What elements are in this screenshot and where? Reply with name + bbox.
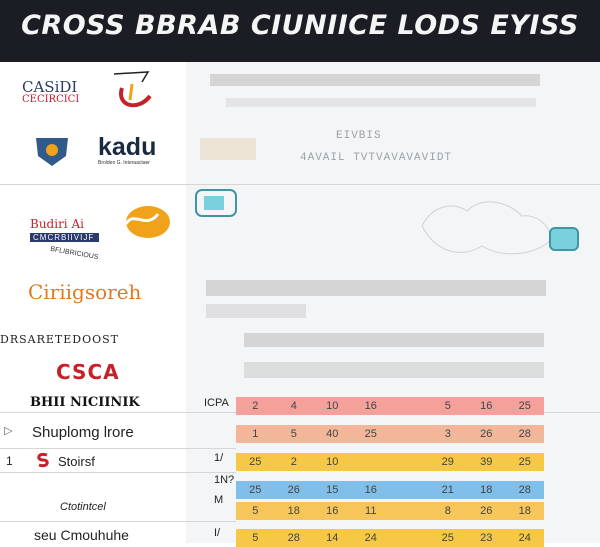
placeholder-bar	[206, 280, 546, 296]
red-s-logo-icon	[37, 452, 49, 468]
logo-drsareted: DRSARETEDOOST	[0, 333, 119, 346]
placeholder-bar	[244, 362, 544, 378]
table-row[interactable]: 1 5 40 25 3 26 28	[236, 425, 544, 443]
table-cell: 28	[287, 532, 300, 544]
divider	[0, 472, 236, 473]
table-cell: 25	[518, 400, 531, 412]
side-label: M	[214, 494, 224, 506]
logo-subtext: CMCRBIIVIJF	[30, 233, 99, 242]
table-cell: 1	[252, 428, 259, 440]
table-row[interactable]: 2 4 10 16 5 16 25	[236, 397, 544, 415]
table-cell: 23	[480, 532, 493, 544]
table-cell: 5	[290, 428, 297, 440]
table-cell: 29	[441, 456, 454, 468]
table-row[interactable]: 5 18 16 11 8 26 18	[236, 502, 544, 520]
placeholder-bar	[210, 74, 540, 86]
table-cell: 3	[444, 428, 451, 440]
faint-world-map-icon	[421, 201, 551, 255]
table-cell: 25	[441, 532, 454, 544]
table-cell: 25	[249, 456, 262, 468]
row-number: 1	[6, 454, 13, 468]
table-cell: 16	[364, 484, 377, 496]
logo-ciriigsoreh: Ciriigsoreh	[28, 280, 142, 304]
faint-heading: EIVBIS	[336, 130, 382, 142]
table-cell: 40	[326, 428, 339, 440]
teal-box-icon	[195, 189, 237, 217]
table-cell: 26	[480, 505, 493, 517]
table-cell: 18	[480, 484, 493, 496]
placeholder-bar	[244, 333, 544, 347]
table-cell: 26	[287, 484, 300, 496]
table-cell: 2	[290, 456, 297, 468]
table-cell: 39	[480, 456, 493, 468]
table-cell: 14	[326, 532, 339, 544]
table-row[interactable]: 25 26 15 16 21 18 28	[236, 481, 544, 499]
logo-text: CASiDI	[22, 78, 78, 96]
page-title: CROSS BBRAB CIUNIICE LODS EYISS	[21, 10, 579, 41]
placeholder-bar	[226, 98, 536, 107]
table-row[interactable]: 25 2 10 29 39 25	[236, 453, 544, 471]
logo-budiri: Budiri Ai CMCRBIIVIJF BFLIBRICIOUS	[30, 217, 99, 261]
divider	[0, 184, 600, 185]
logo-csca: CSCA	[56, 360, 120, 384]
chevron-right-icon[interactable]: ▷	[4, 425, 13, 437]
side-label: 1/	[214, 452, 224, 464]
table-cell: 10	[326, 400, 339, 412]
table-cell: 24	[364, 532, 377, 544]
table-row[interactable]: 5 28 14 24 25 23 24	[236, 529, 544, 547]
table-cell: 21	[441, 484, 454, 496]
logo-subtext: Brolden G. Interaactaer	[98, 160, 150, 166]
table-cell: 26	[480, 428, 493, 440]
side-label: I/	[214, 527, 221, 539]
table-cell: 8	[444, 505, 451, 517]
orange-bird-icon	[124, 206, 170, 238]
side-label: 1N?	[214, 474, 235, 486]
placeholder-bar	[206, 304, 306, 318]
divider	[0, 521, 236, 522]
logo-text: Budiri Ai	[30, 217, 84, 231]
table-cell: 18	[287, 505, 300, 517]
list-item-label[interactable]: Ctotintcel	[60, 501, 106, 513]
table-cell: 4	[290, 400, 297, 412]
table-cell: 16	[364, 400, 377, 412]
table-cell: 15	[326, 484, 339, 496]
table-cell: 5	[252, 505, 259, 517]
faint-subheading: 4AVAIL TVTVAVAVAVIDT	[300, 152, 453, 164]
teal-box-icon	[549, 227, 579, 251]
table-cell: 25	[249, 484, 262, 496]
table-cell: 25	[364, 428, 377, 440]
list-item-label[interactable]: Stoirsf	[58, 454, 95, 469]
divider	[0, 448, 236, 449]
logo-casidi: CASiDI CECIRCICI	[22, 78, 79, 105]
logo-bhii: BHII NICIINIK	[30, 395, 140, 410]
header-bar: CROSS BBRAB CIUNIICE LODS EYISS	[0, 0, 600, 62]
shield-logo-icon	[36, 138, 68, 166]
table-cell: 11	[365, 505, 377, 517]
logo-kadu: kadu Brolden G. Interaactaer	[98, 133, 157, 167]
list-item-label[interactable]: Shuplomg lrore	[32, 424, 134, 441]
table-cell: 18	[518, 505, 531, 517]
swoosh-logo-icon	[113, 71, 152, 108]
table-cell: 28	[518, 484, 531, 496]
logo-text: kadu	[98, 133, 157, 161]
list-item-label[interactable]: seu Cmouhuhe	[34, 527, 129, 543]
table-cell: 5	[444, 400, 451, 412]
table-cell: 5	[252, 532, 259, 544]
table-cell: 24	[518, 532, 531, 544]
table-cell: 16	[326, 505, 339, 517]
table-cell: 16	[480, 400, 493, 412]
side-label: ICPA	[204, 397, 229, 409]
logo-subtext: CECIRCICI	[22, 94, 80, 105]
table-cell: 2	[252, 400, 259, 412]
table-cell: 28	[518, 428, 531, 440]
table-cell: 25	[518, 456, 531, 468]
logo-column	[0, 62, 187, 543]
placeholder-bar	[200, 138, 256, 160]
table-cell: 10	[326, 456, 339, 468]
